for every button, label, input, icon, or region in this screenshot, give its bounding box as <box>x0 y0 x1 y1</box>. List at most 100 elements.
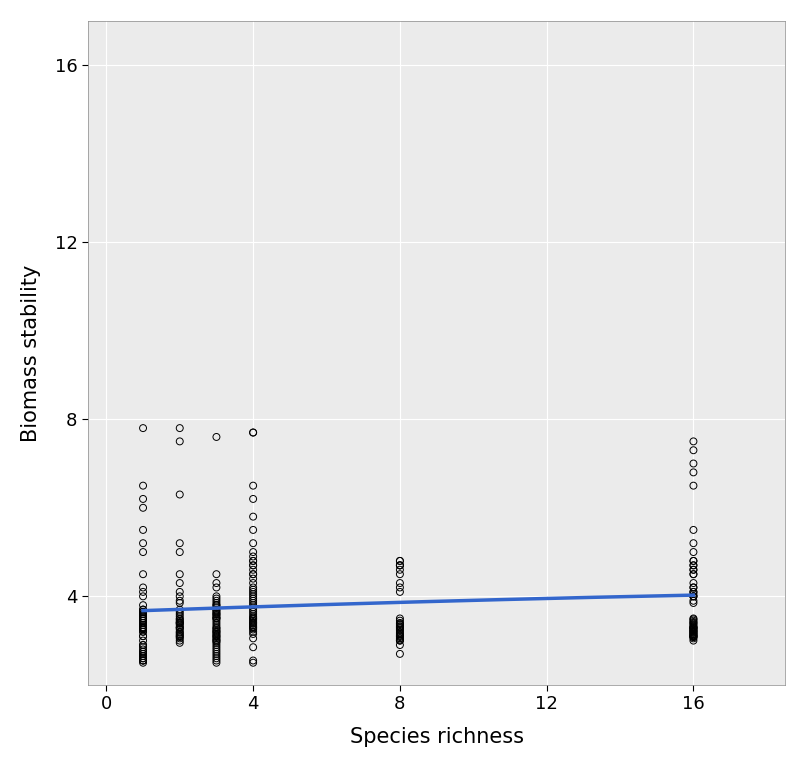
Point <box>173 594 186 607</box>
Point <box>247 572 260 584</box>
Point <box>136 612 149 624</box>
Point <box>173 630 186 642</box>
Point <box>136 634 149 647</box>
Point <box>173 608 186 621</box>
Point <box>210 646 223 658</box>
Point <box>136 624 149 636</box>
Point <box>687 444 700 456</box>
Point <box>210 599 223 611</box>
Point <box>247 524 260 536</box>
Point <box>687 614 700 627</box>
Point <box>393 586 406 598</box>
Point <box>173 617 186 629</box>
Point <box>210 608 223 621</box>
Point <box>247 551 260 563</box>
Point <box>247 426 260 439</box>
Point <box>687 634 700 647</box>
Point <box>173 629 186 641</box>
Point <box>687 581 700 594</box>
Point <box>247 564 260 576</box>
Point <box>247 621 260 634</box>
Point <box>393 647 406 660</box>
Point <box>393 622 406 634</box>
Point <box>247 621 260 633</box>
Point <box>173 546 186 558</box>
Point <box>173 617 186 629</box>
Point <box>173 590 186 602</box>
Point <box>136 604 149 616</box>
Point <box>393 632 406 644</box>
Point <box>687 479 700 492</box>
Point <box>210 652 223 664</box>
Point <box>687 619 700 631</box>
Point <box>687 622 700 634</box>
Point <box>173 637 186 649</box>
Point <box>247 511 260 523</box>
Point <box>393 624 406 637</box>
Point <box>247 617 260 629</box>
Point <box>136 614 149 627</box>
Point <box>687 559 700 571</box>
Point <box>687 617 700 630</box>
Point <box>247 577 260 589</box>
Point <box>247 654 260 667</box>
Point <box>173 597 186 609</box>
Point <box>687 568 700 581</box>
Point <box>210 627 223 640</box>
Point <box>247 559 260 571</box>
Point <box>173 435 186 448</box>
Point <box>136 581 149 594</box>
Point <box>247 554 260 567</box>
Point <box>136 639 149 651</box>
Point <box>136 546 149 558</box>
Point <box>687 630 700 642</box>
Point <box>247 568 260 581</box>
Point <box>247 426 260 439</box>
Point <box>136 479 149 492</box>
Point <box>687 559 700 571</box>
Point <box>687 630 700 642</box>
Point <box>210 637 223 649</box>
Point <box>173 606 186 618</box>
Point <box>247 611 260 624</box>
Point <box>687 554 700 567</box>
Point <box>687 564 700 576</box>
Point <box>210 606 223 618</box>
Point <box>687 586 700 598</box>
Point <box>210 622 223 634</box>
Point <box>687 631 700 643</box>
Point <box>136 617 149 629</box>
Point <box>136 650 149 662</box>
Point <box>210 590 223 602</box>
Point <box>393 629 406 641</box>
Point <box>393 617 406 630</box>
Point <box>136 646 149 658</box>
Point <box>136 524 149 536</box>
Point <box>173 621 186 634</box>
Point <box>247 604 260 616</box>
Point <box>136 654 149 667</box>
Point <box>247 606 260 618</box>
Point <box>687 624 700 637</box>
Point <box>210 568 223 581</box>
Point <box>247 594 260 607</box>
Point <box>247 554 260 567</box>
Point <box>136 630 149 642</box>
Point <box>247 616 260 628</box>
Point <box>210 617 223 629</box>
Point <box>210 624 223 637</box>
Point <box>136 622 149 634</box>
Point <box>210 619 223 631</box>
Point <box>687 568 700 581</box>
Point <box>136 619 149 631</box>
Point <box>247 588 260 601</box>
Point <box>687 577 700 589</box>
Point <box>173 631 186 643</box>
Point <box>136 654 149 667</box>
Point <box>210 650 223 662</box>
Point <box>173 577 186 589</box>
Point <box>210 635 223 647</box>
Point <box>210 607 223 619</box>
Point <box>136 493 149 505</box>
Point <box>173 614 186 627</box>
